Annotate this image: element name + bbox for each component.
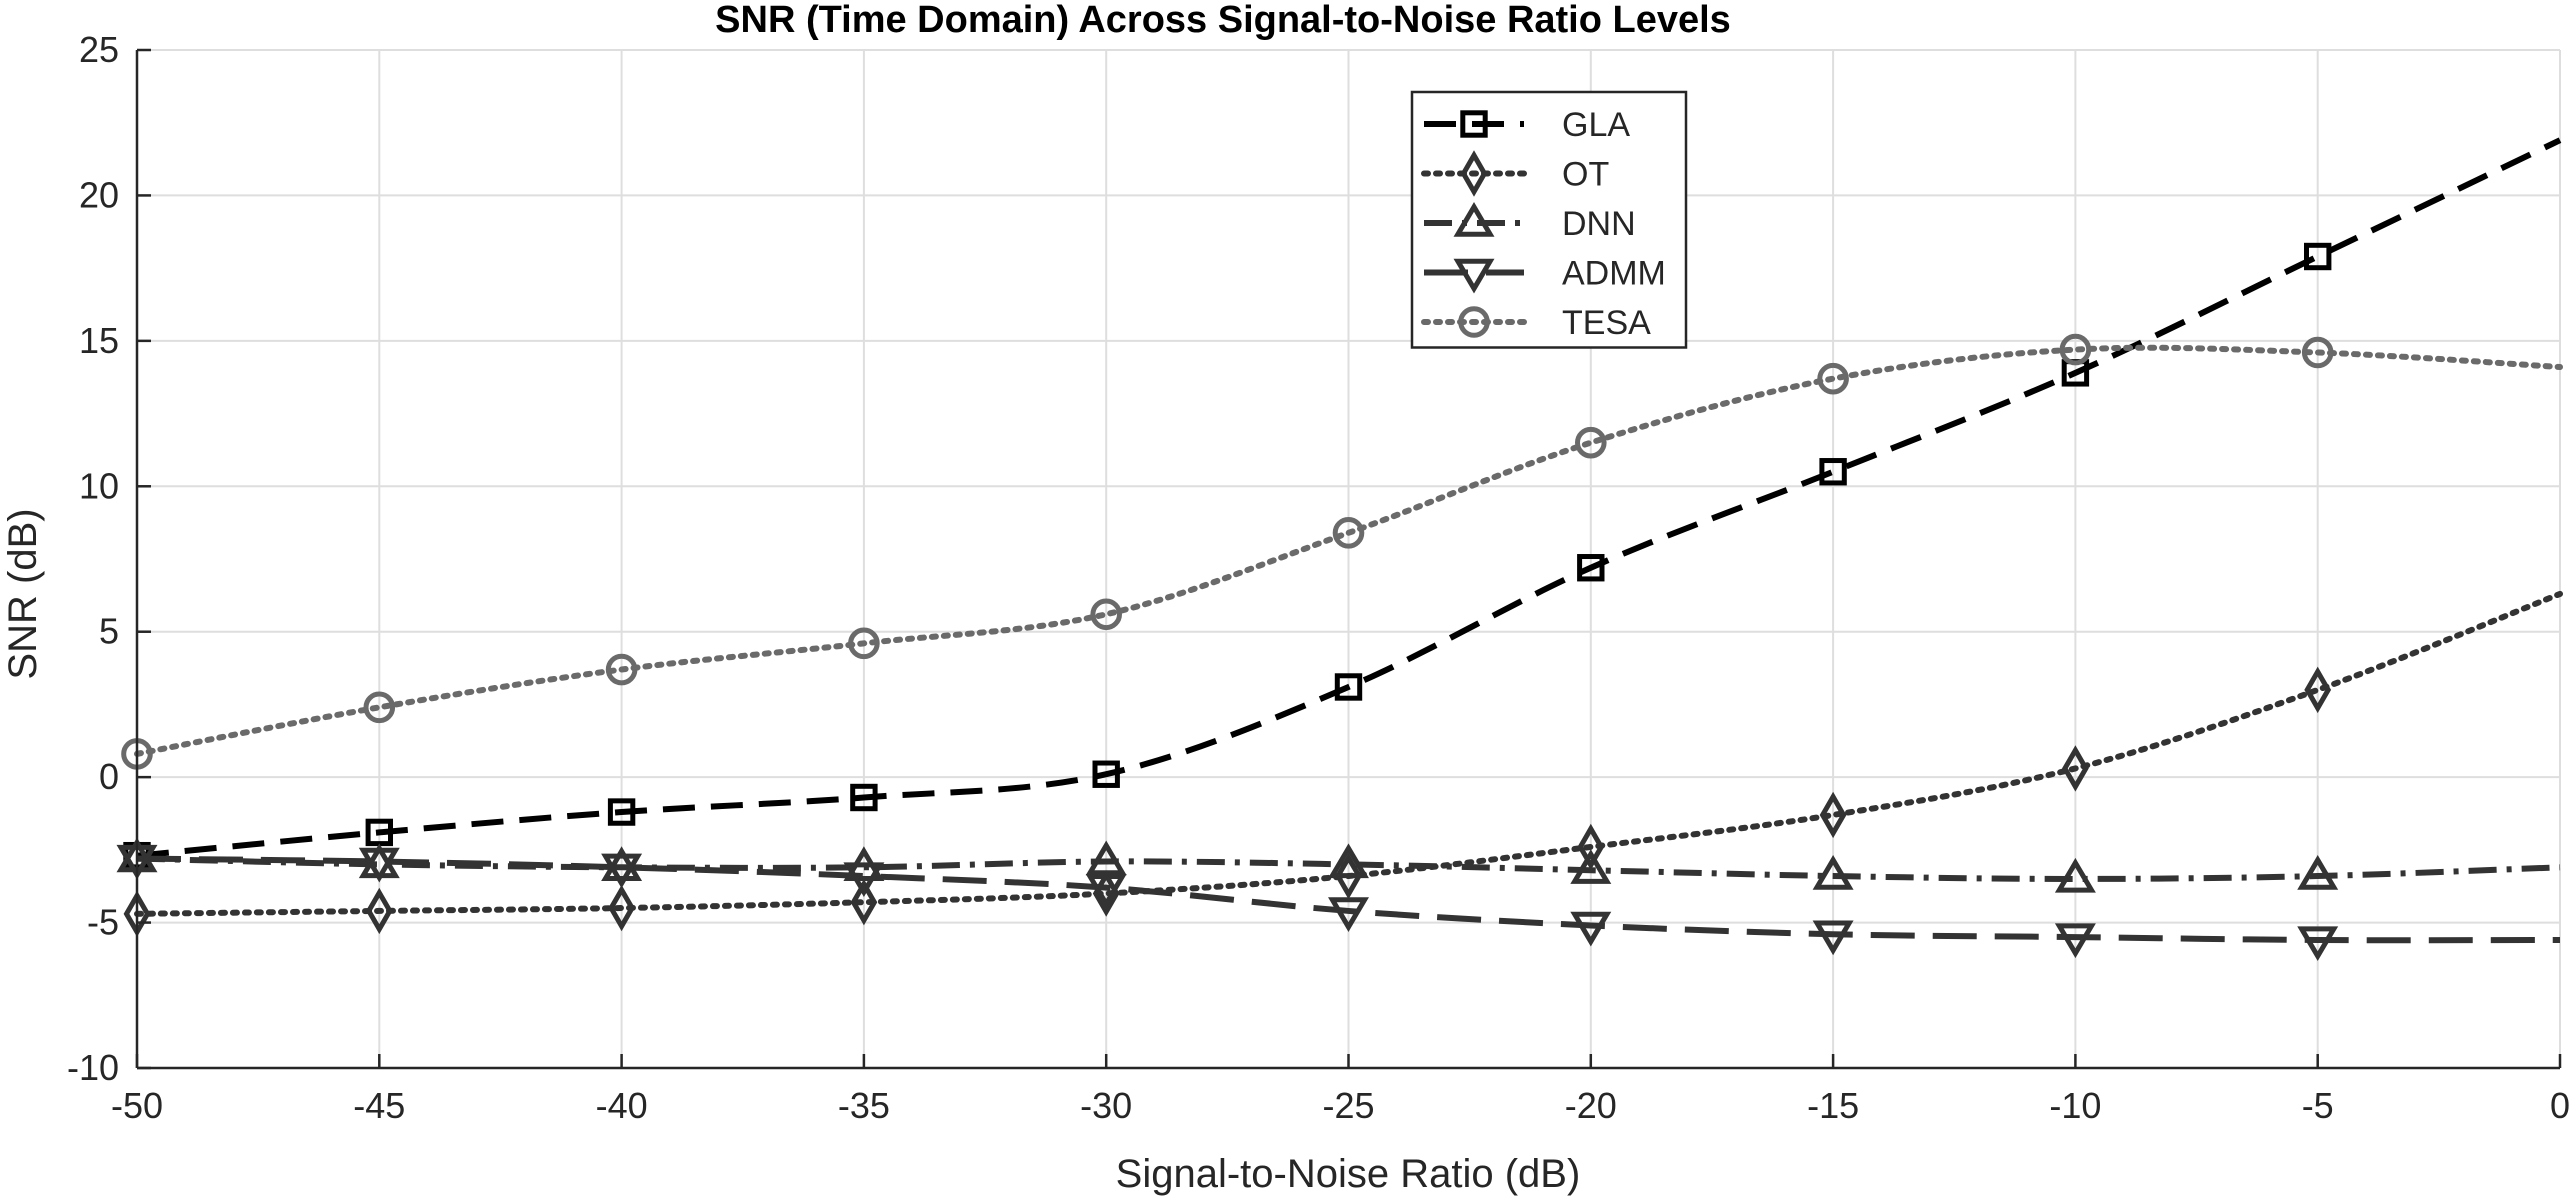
data-point-tesa: [605, 653, 638, 686]
data-point-admm: [2297, 926, 2339, 962]
data-point-gla: [1334, 673, 1363, 701]
data-point-dnn: [1085, 840, 1127, 876]
y-tick-label: 15: [79, 320, 119, 361]
data-point-ot: [1819, 791, 1847, 839]
legend-marker-admm: [1453, 258, 1495, 294]
data-point-dnn: [1812, 855, 1854, 890]
series-line-dnn: [136, 855, 2561, 882]
legend: GLA OT DNN ADMM TESA: [1410, 90, 1688, 349]
data-point-admm: [1570, 911, 1612, 947]
data-point-admm: [358, 847, 400, 883]
legend-marker-tesa: [1458, 306, 1490, 338]
data-point-tesa: [1817, 362, 1849, 395]
x-tick-label: -15: [1807, 1085, 1859, 1126]
data-point-tesa: [2301, 336, 2334, 369]
data-point-ot: [365, 887, 393, 935]
legend-marker-dnn: [1453, 201, 1495, 237]
data-point-dnn: [2054, 857, 2096, 893]
y-tick-label: 10: [79, 465, 119, 506]
x-tick-label: -45: [353, 1085, 405, 1126]
data-point-tesa: [363, 691, 396, 724]
data-point-dnn: [1328, 843, 1369, 879]
legend-label-admm: ADMM: [1562, 255, 1666, 293]
series-line-gla: [136, 137, 2562, 859]
axes: -50 -45 -40 -35 -30 -25 -20 -15 -10 -5 0-10-505101…: [67, 29, 2570, 1126]
data-point-dnn: [2297, 855, 2339, 890]
x-tick-label: -10: [2049, 1085, 2101, 1126]
data-point-admm: [1085, 873, 1127, 909]
x-tick-label: -40: [596, 1085, 648, 1126]
series-layer: [116, 137, 2563, 962]
legend-label-gla: GLA: [1562, 106, 1630, 144]
data-point-admm: [601, 853, 643, 889]
legend-marker-ot: [1460, 150, 1488, 197]
y-tick-label: 0: [99, 756, 119, 797]
data-point-tesa: [1090, 598, 1122, 631]
legend-item-gla: GLA: [1424, 106, 1630, 144]
legend-label-ot: OT: [1562, 156, 1609, 194]
y-tick-label: -10: [67, 1047, 119, 1088]
legend-item-admm: ADMM: [1424, 255, 1666, 294]
x-tick-label: -50: [111, 1085, 163, 1126]
data-point-admm: [1812, 920, 1854, 956]
legend-item-ot: OT: [1421, 150, 1609, 197]
data-point-ot: [608, 884, 635, 932]
legend-item-dnn: DNN: [1424, 201, 1636, 243]
y-axis-label: SNR (dB): [1, 508, 45, 679]
data-point-tesa: [1575, 426, 1607, 459]
x-tick-label: -25: [1322, 1085, 1374, 1126]
data-point-admm: [1328, 897, 1369, 932]
data-point-tesa: [848, 627, 880, 660]
x-tick-label: 0: [2550, 1085, 2570, 1126]
series-admm: [116, 844, 2561, 962]
legend-label-tesa: TESA: [1562, 304, 1651, 342]
data-point-ot: [1577, 823, 1605, 871]
legend-marker-gla: [1460, 110, 1488, 138]
data-point-gla: [1819, 458, 1847, 486]
data-point-ot: [1335, 852, 1362, 900]
data-point-tesa: [1332, 517, 1365, 549]
legend-item-tesa: TESA: [1421, 304, 1651, 342]
data-point-admm: [843, 862, 885, 898]
x-tick-label: -35: [838, 1085, 890, 1126]
data-point-gla: [1577, 554, 1605, 582]
y-tick-label: 25: [79, 29, 119, 70]
series-line-tesa: [134, 344, 2563, 757]
legend-box: [1410, 90, 1688, 349]
series-line-admm: [136, 855, 2561, 944]
data-point-gla: [607, 798, 636, 826]
data-point-ot: [2304, 666, 2332, 714]
y-tick-label: 5: [99, 611, 119, 652]
x-tick-label: -5: [2302, 1085, 2334, 1126]
legend-label-dnn: DNN: [1562, 205, 1636, 243]
data-point-ot: [850, 879, 878, 926]
data-point-gla: [2304, 242, 2332, 271]
x-tick-label: -20: [1565, 1085, 1617, 1126]
data-point-gla: [850, 783, 878, 812]
x-tick-label: -30: [1080, 1085, 1132, 1126]
y-tick-label: -5: [87, 902, 119, 943]
data-point-dnn: [1570, 849, 1612, 884]
x-axis-label: Signal-to-Noise Ratio (dB): [1116, 1152, 1581, 1196]
data-point-admm: [2054, 923, 2096, 959]
series-tesa: [121, 333, 2563, 770]
y-tick-label: 20: [79, 174, 119, 215]
chart-title: SNR (Time Domain) Across Signal-to-Noise…: [715, 0, 1731, 41]
data-point-gla: [1092, 760, 1120, 788]
data-point-ot: [2062, 745, 2089, 792]
data-point-tesa: [2059, 333, 2092, 366]
